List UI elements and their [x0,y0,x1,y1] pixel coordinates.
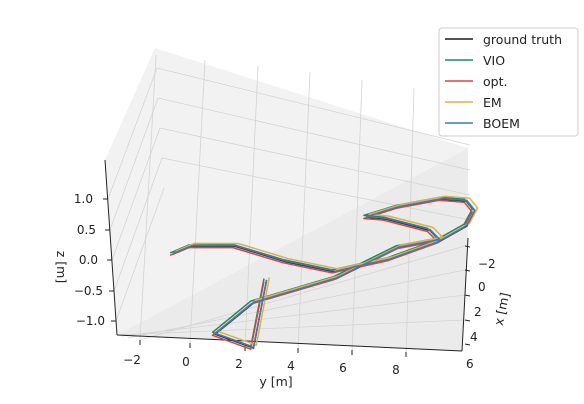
x-tick-label: 4 [470,330,478,344]
series-line-em [175,195,479,346]
legend-label: BOEM [483,116,520,131]
x-tick-labels: −2 0 2 4 6 [466,257,496,371]
y-tick-label: −2 [123,353,141,367]
x-tick-label: 0 [478,280,486,294]
z-tick-labels: 1.0 0.5 0.0 −0.5 −1.0 [74,192,105,328]
z-tick-label: −1.0 [76,314,105,328]
x-tick-label: −2 [478,257,496,271]
axis-panes [105,48,468,351]
y-tick-labels: −2 0 2 4 6 8 [123,353,400,377]
legend-label: ground truth [483,32,562,47]
z-axis-label: z [m] [54,251,69,283]
legend-label: EM [483,95,502,110]
legend: ground truth VIO opt. EM BOEM [438,27,579,137]
z-tick-label: 1.0 [74,192,93,206]
y-tick-label: 6 [339,361,347,375]
y-tick-label: 2 [235,357,243,371]
y-tick-label: 8 [392,363,400,377]
axis-edges [104,159,469,352]
x-axis-label: x [m] [491,291,513,327]
y-tick-label: 0 [182,355,190,369]
legend-label: opt. [483,74,507,89]
z-tick-label: 0.0 [79,253,98,267]
floor-pane [117,148,468,351]
series-line-opt- [169,199,473,350]
z-tick-label: 0.5 [77,223,96,237]
y-tick-label: 4 [287,359,295,373]
grid-lines [107,54,471,357]
z-tick-label: −0.5 [74,284,103,298]
y-axis-label: y [m] [259,374,292,389]
legend-label: VIO [483,53,505,68]
x-tick-label: 6 [466,357,474,371]
back-pane-yz [105,48,468,335]
series-line-boem [172,197,476,349]
tick-marks [103,198,471,357]
series-layer [169,195,479,350]
legend-frame [438,27,579,137]
x-tick-label: 2 [474,305,482,319]
